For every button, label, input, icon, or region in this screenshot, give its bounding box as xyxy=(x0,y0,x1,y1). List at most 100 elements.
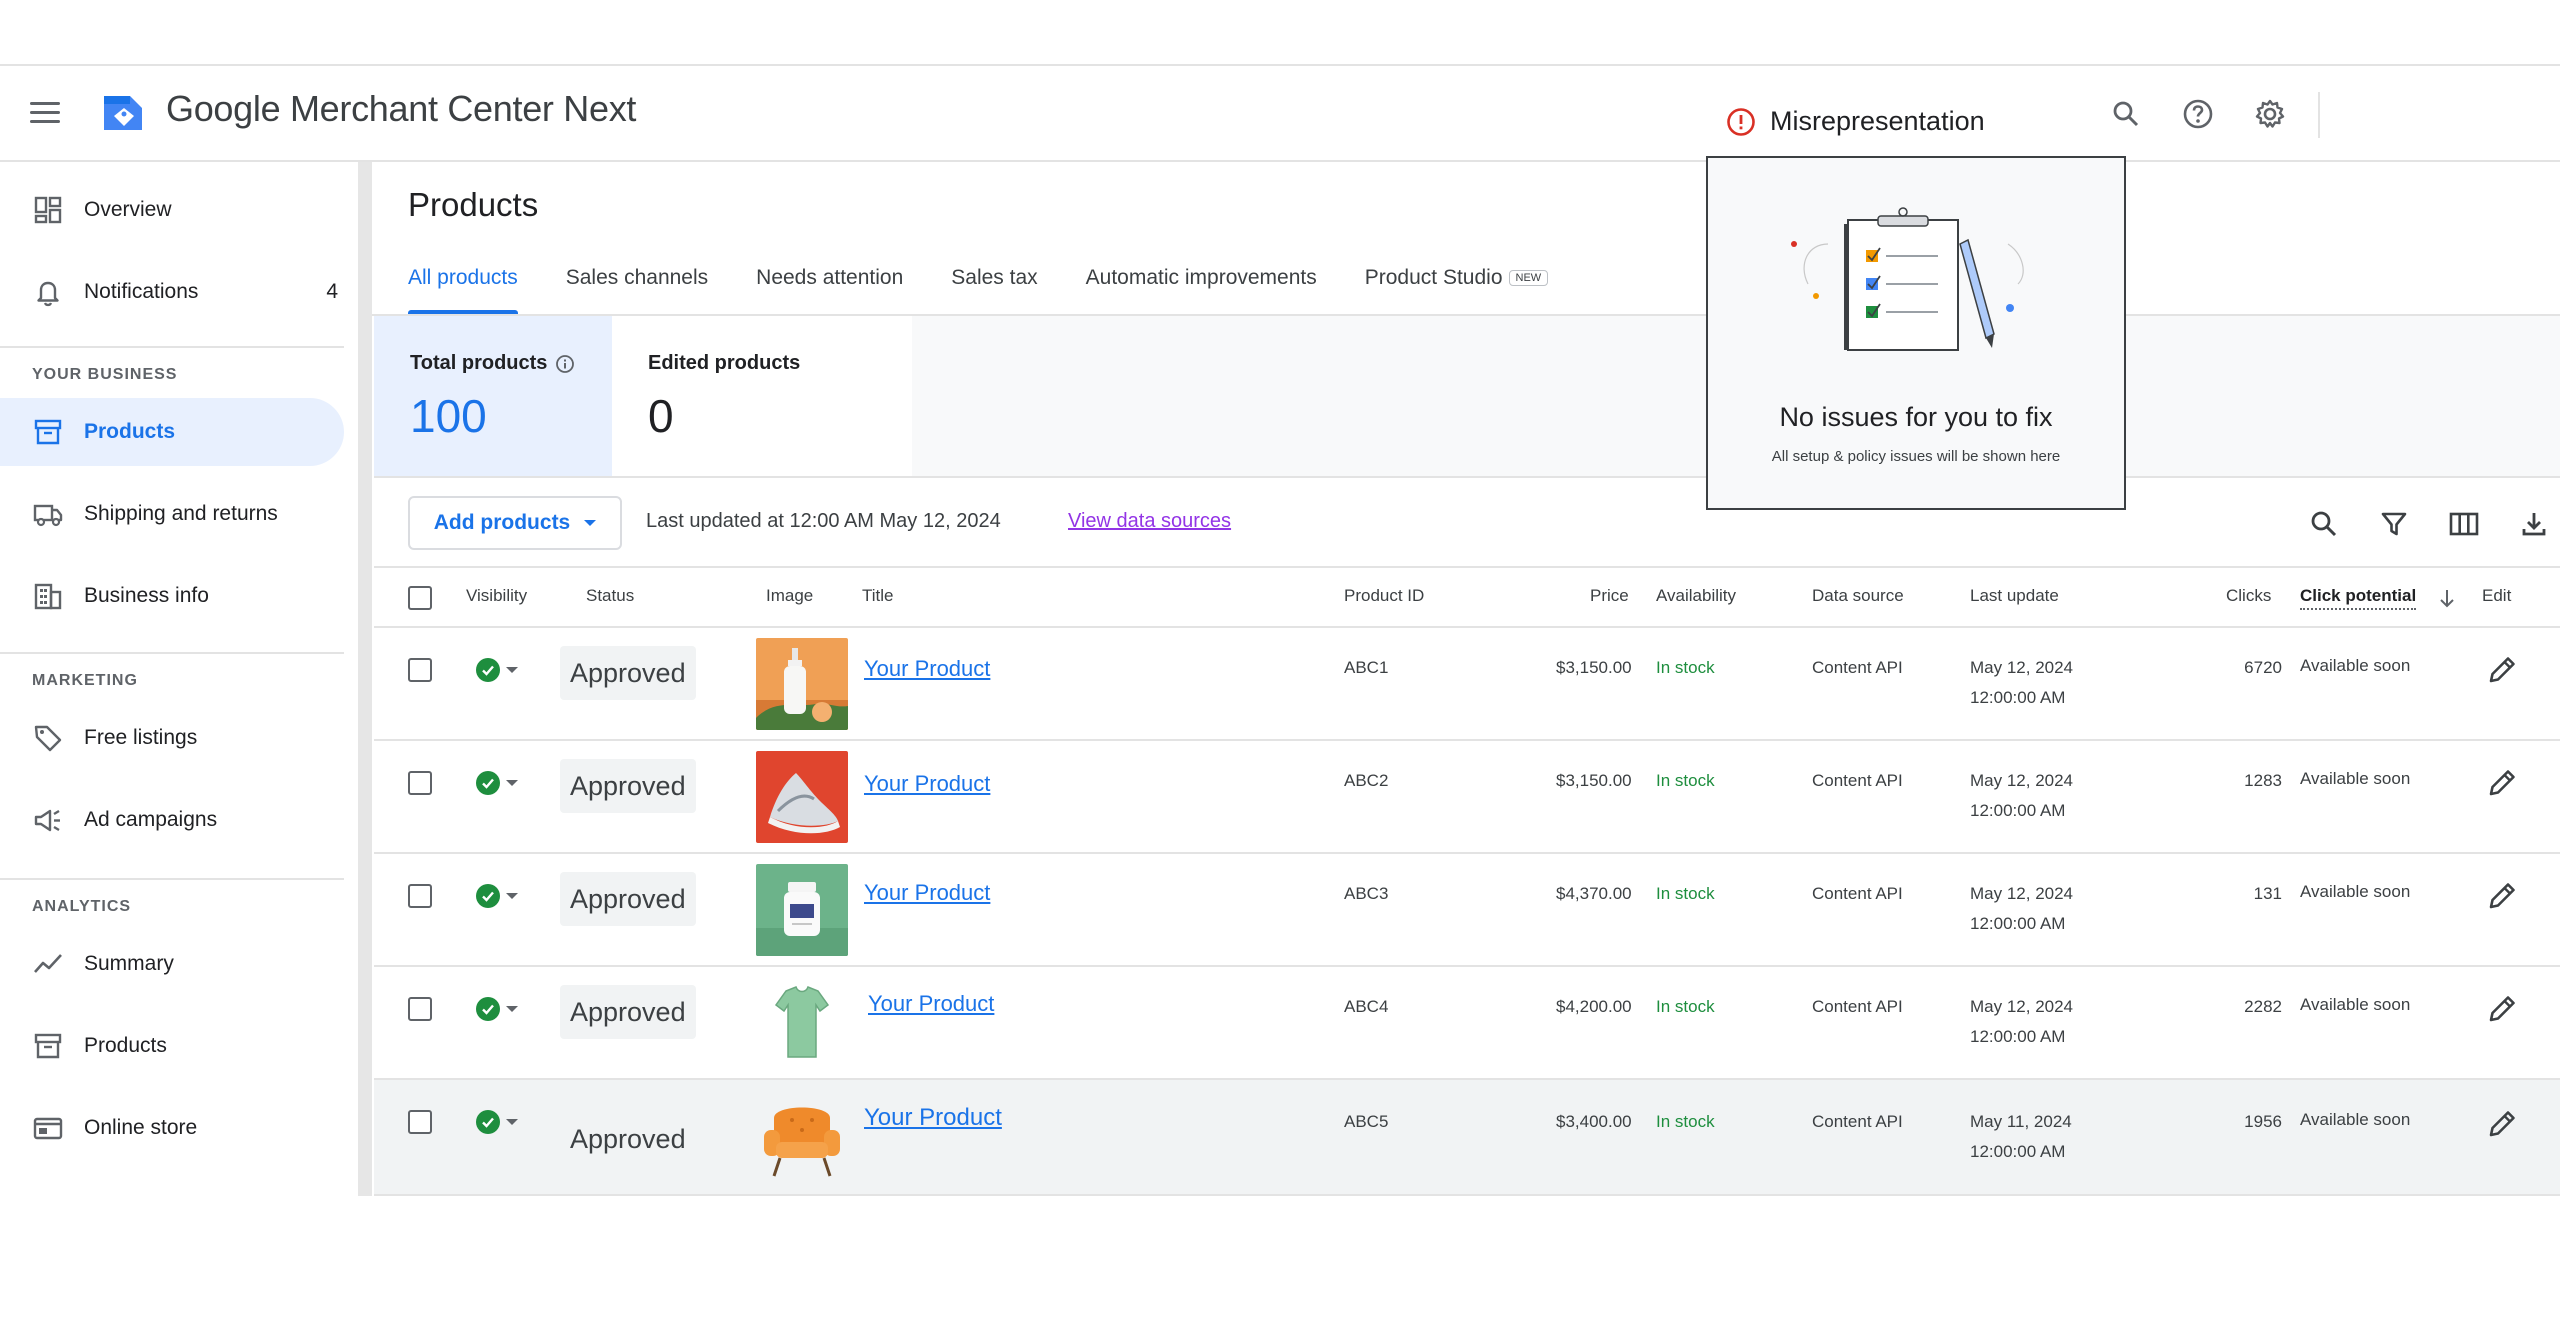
settings-icon[interactable] xyxy=(2250,94,2290,134)
tab-label: Product Studio xyxy=(1364,266,1503,289)
product-image-sneaker xyxy=(756,751,848,843)
columns-icon[interactable] xyxy=(2444,504,2484,544)
error-icon xyxy=(1727,107,1755,136)
view-data-sources-link[interactable]: View data sources xyxy=(1068,510,1232,532)
add-products-label: Add products xyxy=(433,511,571,534)
info-icon[interactable] xyxy=(555,354,575,374)
sidebar-divider xyxy=(0,878,344,880)
row-checkbox[interactable] xyxy=(408,997,432,1021)
sidebar-item-online-store[interactable]: Online store xyxy=(0,1094,344,1162)
stats-bar: Total products 100 Edited products 0 xyxy=(374,316,2560,478)
select-all-checkbox[interactable] xyxy=(408,586,432,610)
edit-pencil-icon[interactable] xyxy=(2484,765,2520,801)
column-status[interactable]: Status xyxy=(586,586,635,605)
last-update-date: May 11, 2024 xyxy=(1970,1112,2072,1131)
sidebar-item-shipping-returns[interactable]: Shipping and returns xyxy=(0,480,344,548)
sidebar-scrollbar[interactable] xyxy=(358,162,372,1196)
main-menu-button[interactable] xyxy=(30,94,66,130)
download-icon[interactable] xyxy=(2514,504,2554,544)
sidebar-item-notifications[interactable]: Notifications 4 xyxy=(0,258,344,326)
column-clicks[interactable]: Clicks xyxy=(2226,586,2272,605)
click-potential: Available soon xyxy=(2300,882,2411,901)
column-last-update[interactable]: Last update xyxy=(1970,586,2059,605)
sidebar-item-summary[interactable]: Summary xyxy=(0,930,344,998)
row-checkbox[interactable] xyxy=(408,1110,432,1134)
edit-pencil-icon[interactable] xyxy=(2484,652,2520,688)
table-row[interactable]: Approved Your Product ABC2 $3,150.00 In … xyxy=(374,741,2560,854)
row-checkbox[interactable] xyxy=(408,771,432,795)
overview-icon xyxy=(34,196,62,224)
edited-products-card[interactable]: Edited products 0 xyxy=(612,316,912,476)
filter-icon[interactable] xyxy=(2374,504,2414,544)
edit-pencil-icon[interactable] xyxy=(2484,1106,2520,1142)
visibility-toggle[interactable] xyxy=(476,771,518,795)
visibility-toggle[interactable] xyxy=(476,884,518,908)
row-checkbox[interactable] xyxy=(408,658,432,682)
visibility-toggle[interactable] xyxy=(476,997,518,1021)
sidebar-item-label: Free listings xyxy=(84,726,198,749)
total-products-label-row: Total products xyxy=(410,352,612,375)
search-icon[interactable] xyxy=(2106,94,2146,134)
product-title-link[interactable]: Your Product xyxy=(864,880,991,905)
edit-pencil-icon[interactable] xyxy=(2484,991,2520,1027)
row-checkbox[interactable] xyxy=(408,884,432,908)
truck-icon xyxy=(33,504,63,527)
chevron-down-icon xyxy=(506,1006,518,1012)
edit-pencil-icon[interactable] xyxy=(2484,878,2520,914)
column-click-potential[interactable]: Click potential xyxy=(2300,586,2417,610)
tab-needs-attention[interactable]: Needs attention xyxy=(756,266,904,289)
table-row[interactable]: Approved Your Product ABC5 $3,400.00 In … xyxy=(374,1080,2560,1196)
total-products-card[interactable]: Total products 100 xyxy=(374,316,612,476)
sidebar-item-label: Products xyxy=(84,420,176,443)
product-title-link[interactable]: Your Product xyxy=(864,656,991,681)
help-icon[interactable] xyxy=(2178,94,2218,134)
column-data-source[interactable]: Data source xyxy=(1812,586,1904,605)
tab-all-products[interactable]: All products xyxy=(408,258,518,314)
sidebar-item-free-listings[interactable]: Free listings xyxy=(0,704,344,772)
tab-automatic-improvements[interactable]: Automatic improvements xyxy=(1085,266,1317,289)
status-badge: Approved xyxy=(560,646,696,700)
column-availability[interactable]: Availability xyxy=(1656,586,1737,605)
arrow-down-icon[interactable] xyxy=(2438,588,2456,610)
last-update-time: 12:00:00 AM xyxy=(1970,914,2066,933)
tab-sales-tax[interactable]: Sales tax xyxy=(951,266,1038,289)
notifications-count: 4 xyxy=(326,280,338,303)
product-id: ABC2 xyxy=(1344,771,1389,790)
column-edit: Edit xyxy=(2482,586,2512,605)
table-row[interactable]: Approved Your Product ABC1 $3,150.00 In … xyxy=(374,628,2560,741)
table-search-icon[interactable] xyxy=(2304,504,2344,544)
product-price: $3,150.00 xyxy=(1556,658,1632,677)
check-circle-icon xyxy=(476,771,500,795)
column-product-id[interactable]: Product ID xyxy=(1344,586,1425,605)
table-row[interactable]: Approved Your Product ABC4 $4,200.00 In … xyxy=(374,967,2560,1080)
sidebar-item-overview[interactable]: Overview xyxy=(0,176,344,244)
column-title[interactable]: Title xyxy=(862,586,894,605)
availability-status: In stock xyxy=(1656,771,1715,790)
product-price: $4,370.00 xyxy=(1556,884,1632,903)
app-title: Google Merchant Center Next xyxy=(166,88,637,129)
check-circle-icon xyxy=(476,997,500,1021)
tab-product-studio[interactable]: Product Studio NEW xyxy=(1364,258,1549,314)
table-row[interactable]: Approved Your Product ABC3 $4,370.00 In … xyxy=(374,854,2560,967)
product-title-link[interactable]: Your Product xyxy=(864,771,991,796)
product-title-link[interactable]: Your Product xyxy=(868,991,995,1016)
popup-title: No issues for you to fix xyxy=(1779,402,2053,432)
add-products-button[interactable]: Add products xyxy=(408,496,622,550)
chevron-down-icon xyxy=(506,893,518,899)
products-icon xyxy=(34,1033,62,1059)
merchant-center-logo xyxy=(104,96,142,130)
sidebar-section-analytics: ANALYTICS xyxy=(32,898,132,915)
product-title-link[interactable]: Your Product xyxy=(864,1104,1002,1131)
sidebar-item-business-info[interactable]: Business info xyxy=(0,562,344,630)
sidebar-item-analytics-products[interactable]: Products xyxy=(0,1012,344,1080)
visibility-toggle[interactable] xyxy=(476,658,518,682)
column-price[interactable]: Price xyxy=(1590,586,1629,605)
sidebar-item-ad-campaigns[interactable]: Ad campaigns xyxy=(0,786,344,854)
misrepresentation-alert[interactable]: Misrepresentation xyxy=(1726,106,1985,137)
tab-sales-channels[interactable]: Sales channels xyxy=(565,266,709,289)
column-visibility[interactable]: Visibility xyxy=(466,586,528,605)
sidebar-item-products[interactable]: Products xyxy=(0,398,344,466)
visibility-toggle[interactable] xyxy=(476,1110,518,1134)
sidebar-item-label: Business info xyxy=(84,584,209,607)
product-image-serum-bottle xyxy=(756,638,848,730)
